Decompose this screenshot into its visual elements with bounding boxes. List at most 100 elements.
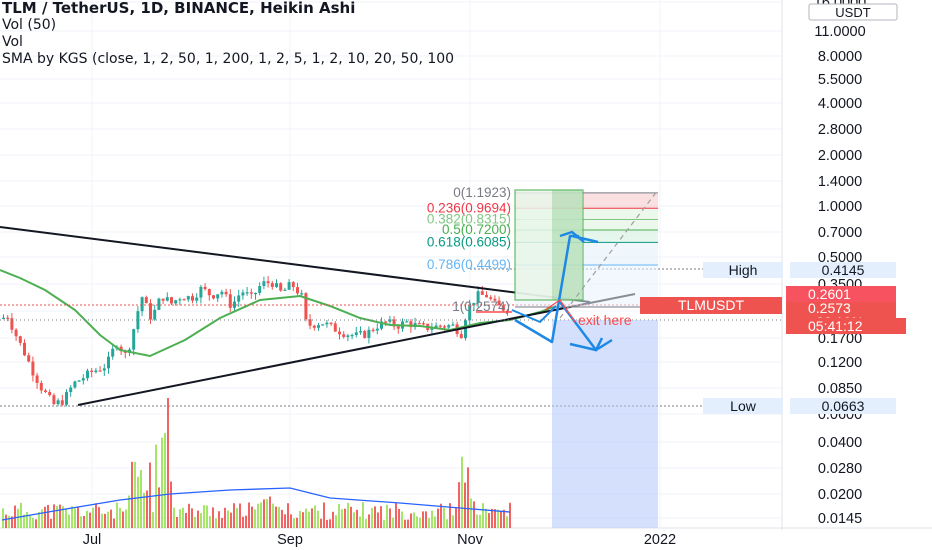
projection-arrow-up: [559, 230, 585, 243]
annotation-arrow: [544, 299, 576, 323]
candle: [203, 286, 207, 290]
volume-bar: [482, 503, 484, 528]
volume-bar: [236, 508, 238, 528]
volume-bar: [305, 508, 307, 528]
candle: [224, 291, 228, 295]
candle: [380, 321, 383, 329]
candle: [199, 286, 203, 298]
candle: [73, 381, 77, 388]
candle: [359, 331, 362, 333]
volume-bar: [461, 456, 463, 528]
y-tick-label: 0.7000: [818, 225, 862, 241]
legend-sma[interactable]: SMA by KGS (close, 1, 2, 50, 1, 200, 1, …: [2, 51, 455, 67]
candle: [459, 334, 463, 339]
fib-level-label: 0.786(0.4499): [427, 257, 511, 272]
volume-bar: [506, 516, 508, 528]
volume-bar: [110, 509, 112, 528]
candles-group: [2, 276, 509, 407]
y-tick-label: 0.0145: [818, 511, 862, 527]
currency-box: [808, 3, 898, 21]
candle: [258, 286, 262, 293]
volume-bar: [137, 476, 139, 528]
volume-bar: [452, 515, 454, 528]
candle: [485, 294, 488, 298]
candle: [174, 300, 178, 304]
volume-bar: [293, 518, 295, 528]
candle: [65, 392, 68, 405]
position-box-green: [514, 189, 584, 301]
legend-vol[interactable]: Vol: [2, 34, 23, 50]
volume-bar: [422, 511, 424, 528]
volume-bar: [344, 508, 346, 528]
candle: [468, 305, 472, 321]
candle: [396, 326, 400, 329]
position-box-target: [552, 190, 582, 300]
candle: [27, 355, 31, 362]
candle: [233, 301, 236, 308]
y-tick-label: 2.0000: [818, 148, 862, 164]
legend-title[interactable]: TLM / TetherUS, 1D, BINANCE, Heikin Ashi: [2, 0, 356, 17]
low-label-bg: [703, 398, 783, 414]
volume-bar: [173, 507, 175, 528]
candle: [220, 291, 224, 295]
annotation-exit-here: exit here: [578, 312, 632, 328]
candle: [489, 297, 493, 299]
candle: [363, 331, 367, 338]
candle: [2, 317, 5, 319]
volume-bar: [215, 518, 217, 528]
volume-bar: [29, 515, 31, 528]
volume-bar: [14, 505, 16, 528]
candle: [342, 334, 346, 337]
candle: [161, 298, 165, 301]
volume-bar: [410, 513, 412, 528]
candle: [296, 287, 299, 294]
volume-bar: [65, 509, 67, 528]
volume-bar: [434, 516, 436, 528]
volume-bar: [488, 513, 490, 528]
high-label-bg: [703, 262, 783, 278]
fib-level-label: 0.5(0.7200): [442, 222, 511, 237]
volume-bar: [323, 502, 325, 528]
candle: [52, 395, 56, 405]
fib-level-label: 1(0.2574): [452, 299, 510, 314]
volume-bar: [476, 514, 478, 528]
candle: [480, 291, 484, 295]
candle: [325, 322, 329, 325]
y-tick-label: 8.0000: [818, 49, 862, 65]
candle: [312, 325, 316, 328]
volume-bar: [209, 516, 211, 528]
volume-bar: [497, 509, 499, 528]
volume-bar: [176, 517, 178, 528]
low-value-bg: [790, 398, 896, 414]
volume-bar: [494, 509, 496, 528]
volume-bar: [263, 499, 265, 528]
candle: [497, 300, 501, 306]
candle: [422, 323, 425, 325]
volume-bar: [116, 502, 118, 528]
volume-bar: [281, 509, 283, 528]
candle: [94, 370, 98, 373]
candle: [23, 342, 26, 356]
price-a: 0.2601: [808, 286, 851, 302]
volume-bar: [98, 507, 100, 528]
candle: [31, 361, 35, 376]
volume-bar: [191, 508, 193, 528]
volume-bar: [332, 511, 334, 528]
volume-bar: [104, 513, 106, 528]
volume-bar: [5, 514, 7, 528]
candle: [249, 292, 253, 294]
volume-bar: [47, 504, 49, 528]
candle: [35, 375, 39, 383]
volume-bar: [371, 508, 373, 528]
fib-zone: [515, 208, 658, 220]
volume-bar: [287, 503, 289, 528]
fib-level-label: 0.236(0.9694): [427, 200, 511, 215]
legend-vol50[interactable]: Vol (50): [2, 17, 57, 33]
candle: [132, 329, 136, 350]
price-a-bg: [786, 286, 896, 302]
volume-bar: [509, 502, 511, 528]
volume-bar: [11, 516, 13, 528]
candle: [6, 317, 10, 319]
